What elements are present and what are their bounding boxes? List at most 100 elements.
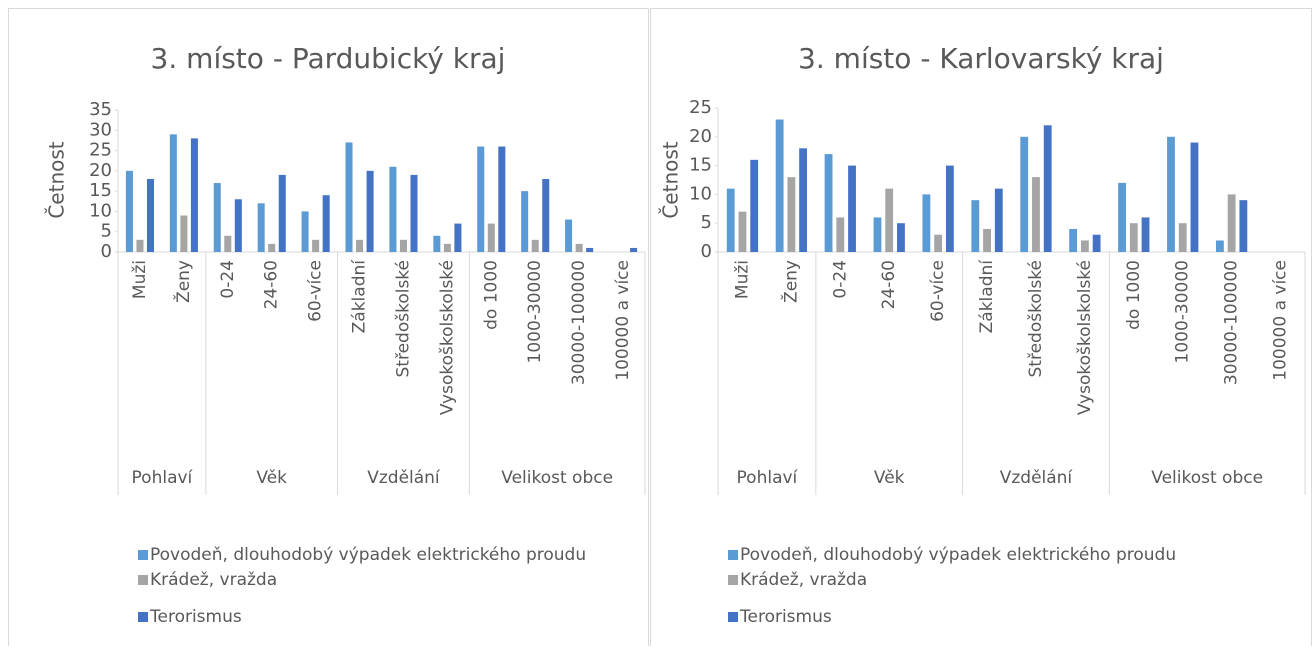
- y-axis-label: Četnost: [45, 141, 69, 218]
- chart-frame: [8, 8, 649, 650]
- x-tick-label: 0-24: [830, 260, 850, 299]
- bar: [994, 188, 1003, 252]
- bar: [498, 146, 506, 252]
- bar: [885, 188, 894, 252]
- group-label: Velikost obce: [1151, 468, 1263, 488]
- bar: [234, 199, 242, 252]
- x-tick-label: Ženy: [779, 260, 801, 303]
- bar: [477, 146, 485, 252]
- bar: [1118, 182, 1126, 252]
- bar: [410, 174, 418, 252]
- bar: [1227, 194, 1236, 252]
- y-tick-label: 20: [89, 160, 112, 181]
- bar: [169, 134, 177, 252]
- bar: [726, 188, 735, 252]
- bar: [630, 247, 638, 252]
- bar: [824, 154, 833, 252]
- x-tick-label: 30000-100000: [1222, 260, 1242, 385]
- bar: [1141, 217, 1150, 252]
- bar: [586, 247, 594, 252]
- group-label: Vzdělání: [367, 468, 441, 488]
- bar: [1167, 136, 1175, 252]
- bar: [836, 217, 845, 252]
- bar: [1069, 228, 1078, 252]
- bar: [1043, 125, 1052, 252]
- bar: [542, 178, 550, 252]
- x-tick-label: 30000-100000: [569, 260, 589, 385]
- bar: [322, 195, 330, 252]
- x-tick-label: Vysokoškolskolské: [437, 260, 457, 415]
- bar: [971, 200, 980, 252]
- x-tick-label: 100000 a více: [1271, 260, 1291, 381]
- group-label: Vzdělání: [1000, 468, 1074, 488]
- bar: [1092, 234, 1101, 252]
- bar: [1032, 177, 1040, 252]
- x-tick-label: 1000-30000: [525, 260, 545, 363]
- legend-label: Terorismus: [149, 607, 242, 627]
- x-tick-label: Muži: [130, 260, 150, 299]
- bar: [356, 239, 364, 252]
- bar: [345, 142, 353, 252]
- bar: [738, 211, 747, 252]
- legend-swatch: [728, 550, 738, 560]
- y-tick-label: 15: [689, 155, 712, 176]
- y-tick-label: 0: [101, 241, 112, 262]
- bar: [301, 211, 309, 252]
- bar: [213, 183, 221, 252]
- x-tick-label: 24-60: [262, 260, 282, 309]
- bar: [366, 170, 374, 252]
- y-tick-label: 30: [89, 119, 112, 140]
- bar: [389, 166, 397, 252]
- legend-swatch: [138, 575, 148, 585]
- bar: [934, 234, 943, 252]
- bar: [531, 239, 539, 252]
- bar: [125, 170, 133, 252]
- bar: [1239, 200, 1248, 252]
- x-tick-label: Základní: [977, 259, 997, 334]
- bar: [945, 165, 954, 252]
- x-tick-label: 60-více: [306, 260, 326, 322]
- legend-label: Povodeň, dlouhodobý výpadek elektrického…: [150, 545, 586, 565]
- legend-swatch: [728, 575, 738, 585]
- y-tick-label: 5: [101, 221, 112, 242]
- bar: [565, 219, 573, 252]
- bar: [487, 223, 495, 252]
- bar: [1190, 142, 1199, 252]
- bar: [983, 228, 991, 252]
- bar: [873, 217, 882, 252]
- x-tick-label: 100000 a více: [613, 260, 633, 381]
- bar: [146, 178, 155, 252]
- legend-label: Povodeň, dlouhodobý výpadek elektrického…: [740, 545, 1176, 565]
- bar: [897, 223, 905, 252]
- x-tick-label: Základní: [350, 259, 370, 334]
- bar: [190, 138, 198, 252]
- bar: [268, 243, 276, 252]
- y-tick-label: 10: [89, 200, 112, 221]
- bar: [257, 203, 265, 252]
- bar: [799, 148, 808, 252]
- bar: [575, 243, 583, 252]
- bar: [750, 159, 759, 252]
- x-tick-label: Středoškolské: [1026, 260, 1046, 378]
- y-tick-label: 25: [689, 97, 712, 118]
- bar: [454, 223, 462, 252]
- y-tick-label: 20: [689, 126, 712, 147]
- bar: [278, 174, 286, 252]
- bar: [1129, 223, 1138, 252]
- legend-swatch: [728, 612, 738, 622]
- x-tick-label: do 1000: [1124, 260, 1144, 330]
- group-label: Věk: [256, 468, 287, 488]
- chart-title: 3. místo - Pardubický kraj: [151, 42, 506, 75]
- chart-frame: [650, 8, 1312, 650]
- y-tick-label: 10: [689, 183, 712, 204]
- group-label: Velikost obce: [501, 468, 613, 488]
- bar: [521, 191, 529, 252]
- x-tick-label: 1000-30000: [1173, 260, 1193, 363]
- y-tick-label: 35: [89, 99, 112, 120]
- bar: [787, 177, 796, 252]
- bar: [922, 194, 931, 252]
- bar: [848, 165, 856, 252]
- bar: [443, 243, 451, 252]
- bar: [1080, 240, 1089, 252]
